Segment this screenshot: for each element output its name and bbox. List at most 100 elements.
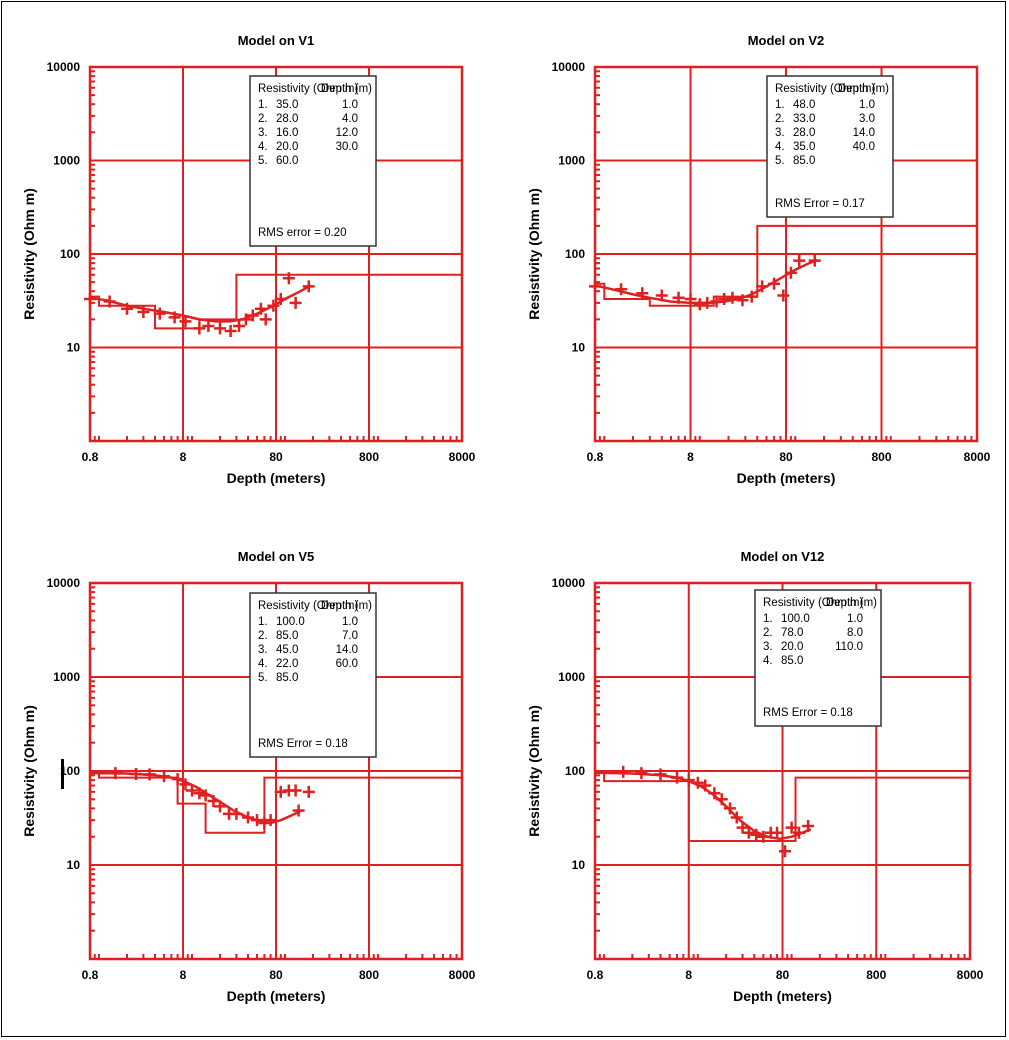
table-row-index: 5. [258,672,268,684]
x-tick-label: 80 [776,968,790,982]
table-row-depth: 4.0 [342,113,358,125]
model-table: Resistivity (Ohm m)Depth (m) 1. 100.0 1.0 2.… [754,589,882,727]
y-axis-label: Resistivity (Ohm m) [526,705,542,836]
observed-point [785,821,798,834]
observed-point [232,319,245,332]
observed-point [302,280,315,293]
table-row-index: 1. [258,616,268,628]
observed-point [715,793,728,806]
rms-error-label: RMS Error = 0.18 [258,738,348,750]
y-tick-label: 10 [572,858,586,872]
observed-point [768,277,781,290]
table-row-index: 3. [258,644,268,656]
observed-point [672,291,685,304]
table-row-resistivity: 16.0 [276,127,298,139]
table-row-index: 1. [258,99,268,111]
observed-point [289,784,302,797]
model-table-box [249,592,377,758]
table-row-resistivity: 35.0 [276,99,298,111]
observed-point [153,307,166,320]
table-header-depth: Depth (m) [838,83,889,95]
x-tick-label: 0.8 [82,450,99,464]
observed-point [757,830,770,843]
observed-point [682,774,695,787]
observed-point [130,767,143,780]
x-tick-label: 800 [359,450,379,464]
y-tick-label: 100 [60,247,80,261]
observed-point [771,826,784,839]
table-row-resistivity: 22.0 [276,658,298,670]
table-row-depth: 1.0 [342,99,358,111]
table-row-index: 4. [763,655,773,667]
observed-point [207,794,220,807]
observed-point [179,315,192,328]
observed-point [742,826,755,839]
y-axis-label: Resistivity (Ohm m) [21,705,37,836]
observed-point [671,771,684,784]
rms-error-label: RMS Error = 0.18 [763,707,853,719]
y-tick-label: 10000 [552,576,586,590]
x-tick-label: 8 [687,450,694,464]
table-row-index: 4. [258,658,268,670]
observed-point [264,814,277,827]
y-tick-label: 10000 [552,60,586,74]
chart-2: Model on V2 0.8 8 80 800 8000 10000 1000 100 10 De… [526,33,991,486]
table-row-index: 4. [258,141,268,153]
observed-point [267,299,280,312]
chart-title: Model on V5 [238,549,315,564]
x-tick-label: 0.8 [587,968,604,982]
y-tick-label: 10 [572,341,586,355]
table-row-depth: 60.0 [336,658,358,670]
x-tick-label: 8000 [449,968,476,982]
y-tick-label: 1000 [558,154,585,168]
observed-point [655,289,668,302]
observed-point [777,289,790,302]
model-table: Resistivity (Ohm m)Depth (m) 1. 35.0 1.0 2. 2… [249,75,377,247]
table-row-resistivity: 85.0 [276,630,298,642]
observed-point [251,814,264,827]
x-tick-label: 8 [685,968,692,982]
x-tick-label: 8 [180,968,187,982]
observed-point [224,325,237,338]
observed-point [730,811,743,824]
y-tick-label: 1000 [53,154,80,168]
table-row-index: 3. [775,127,785,139]
y-tick-label: 10000 [47,60,81,74]
model-step-line [90,273,462,330]
observed-point [736,821,749,834]
observed-point [302,785,315,798]
x-tick-label: 80 [779,450,793,464]
y-tick-label: 10 [67,858,81,872]
table-row-depth: 30.0 [336,141,358,153]
table-row-resistivity: 20.0 [276,141,298,153]
x-tick-label: 80 [269,968,283,982]
table-row-index: 2. [258,630,268,642]
table-row-index: 3. [258,127,268,139]
table-row-index: 4. [775,141,785,153]
observed-point [793,254,806,267]
observed-point [654,768,667,781]
observed-point [103,295,116,308]
table-row-resistivity: 60.0 [276,155,298,167]
observed-point [121,302,134,315]
observed-point [684,293,697,306]
model-step-line [595,224,977,307]
table-row-depth: 1.0 [847,613,863,625]
table-row-resistivity: 78.0 [781,627,803,639]
observed-point [242,811,255,824]
table-header-depth: Depth (m) [321,600,372,612]
observed-point [736,294,749,307]
table-row-depth: 8.0 [847,627,863,639]
y-tick-label: 100 [565,247,585,261]
observed-point [808,254,821,267]
table-row-depth: 110.0 [835,641,863,653]
observed-point [186,784,199,797]
chart-title: Model on V1 [238,33,315,48]
observed-point [202,319,215,332]
observed-point [723,802,736,815]
observed-point [199,789,212,802]
observed-point [699,779,712,792]
observed-point [750,828,763,841]
table-header-resistivity: Resistivity (Ohm m) [258,83,358,95]
